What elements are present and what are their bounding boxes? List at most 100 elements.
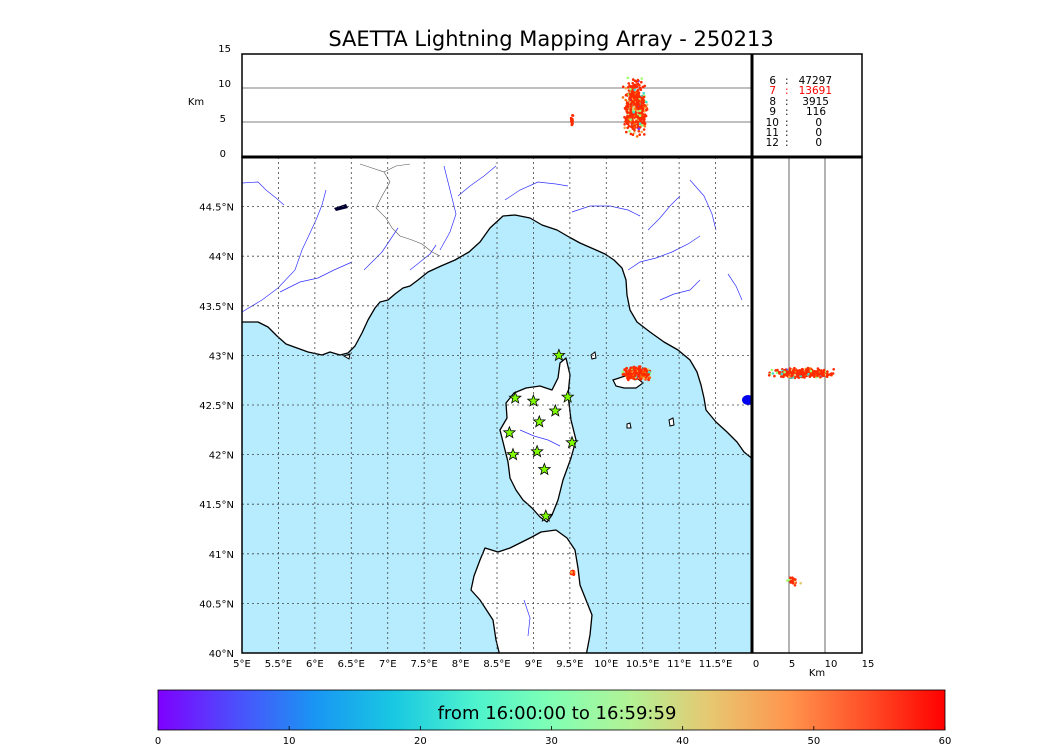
lightning-source	[791, 376, 795, 379]
station-star	[530, 444, 544, 458]
altitude-ylabel: Km	[188, 97, 204, 108]
lightning-source	[633, 129, 636, 132]
station-star	[502, 425, 517, 439]
map-xtick-label: 8°E	[452, 659, 470, 670]
latitude-xtick-10: 10	[825, 659, 838, 670]
lightning-source	[638, 114, 642, 117]
lightning-source	[635, 102, 639, 105]
colorbar-tick-label: 20	[414, 736, 427, 747]
panel-frames	[241, 53, 863, 654]
lightning-source	[644, 106, 647, 110]
lightning-source	[637, 99, 640, 102]
lightning-source	[635, 135, 639, 138]
map-xtick-label: 10°E	[594, 659, 618, 670]
lightning-source	[782, 373, 786, 377]
colorbar: from 16:00:00 to 16:59:59 0 10 20 30 40 50 60	[155, 689, 951, 747]
count-row-stations: 7	[769, 85, 776, 97]
lightning-source	[634, 117, 638, 121]
lightning-source	[642, 95, 646, 99]
count-row-value: 0	[815, 127, 822, 139]
lightning-source	[628, 375, 632, 379]
lightning-source	[637, 95, 641, 98]
lightning-source	[822, 368, 826, 372]
lightning-source	[634, 85, 637, 89]
lightning-source	[632, 105, 636, 109]
colorbar-label: from 16:00:00 to 16:59:59	[438, 703, 677, 724]
lightning-source	[806, 366, 810, 370]
lightning-source	[638, 133, 641, 136]
lightning-source	[623, 368, 627, 372]
lightning-source	[638, 370, 641, 374]
colorbar-tick-label: 10	[283, 736, 296, 747]
lightning-source	[636, 82, 640, 86]
lightning-source	[630, 102, 633, 105]
lightning-source	[637, 367, 640, 371]
lightning-source	[792, 369, 795, 372]
map-xtick-label: 9°E	[525, 659, 543, 670]
lightning-source	[621, 85, 625, 89]
lightning-source	[625, 366, 629, 370]
river	[627, 235, 701, 271]
station-star	[565, 435, 579, 449]
map-ytick-label: 41.5°N	[199, 500, 234, 511]
lightning-source	[633, 131, 636, 135]
lightning-source	[808, 367, 812, 370]
count-row-colon: :	[785, 96, 789, 108]
lightning-source	[634, 112, 637, 116]
count-row-stations: 12	[766, 137, 779, 149]
station-star	[560, 389, 575, 403]
map-ytick-label: 40.5°N	[199, 599, 234, 610]
lightning-source	[640, 130, 643, 134]
lightning-source	[789, 576, 792, 580]
lightning-source	[799, 373, 803, 376]
lightning-source	[633, 374, 637, 378]
count-row: 8 : 3915	[769, 96, 829, 108]
river	[242, 189, 327, 313]
borders	[359, 163, 441, 257]
river	[689, 179, 717, 231]
lightning-source	[775, 371, 779, 375]
lightning-source	[786, 579, 789, 582]
lightning-source	[799, 581, 802, 585]
lightning-source	[628, 368, 632, 372]
lightning-source	[642, 100, 645, 104]
river	[659, 279, 701, 301]
map-xtick-label: 7°E	[379, 659, 397, 670]
lightning-source	[638, 117, 641, 121]
count-row-stations: 9	[769, 106, 776, 118]
colorbar-ticks: 0 10 20 30 40 50 60	[155, 726, 951, 747]
map-panel: 5°E 5.5°E 6°E 6.5°E 7°E 7.5°E 8°E 8.5°E 9°E 9.5°E…	[199, 157, 752, 670]
rivers	[242, 165, 743, 637]
lightning-source	[621, 373, 625, 376]
lightning-source	[783, 370, 786, 374]
lightning-source	[623, 123, 626, 126]
lightning-source	[638, 122, 642, 125]
colorbar-tick-label: 40	[676, 736, 689, 747]
lightning-source	[826, 370, 829, 373]
lightning-source	[780, 372, 784, 376]
altitude-ytick-15: 15	[218, 44, 231, 55]
map-grid	[242, 157, 752, 653]
lightning-source	[624, 98, 627, 102]
lightning-source	[632, 120, 635, 124]
latitude-xtick-5: 5	[789, 659, 795, 670]
lightning-source	[642, 372, 646, 376]
lightning-source	[637, 127, 641, 130]
count-row-stations: 6	[769, 75, 776, 87]
river	[519, 429, 561, 447]
count-row: 10 : 0	[766, 117, 822, 129]
lightning-source	[624, 86, 628, 90]
lightning-source	[770, 368, 774, 372]
count-row-colon: :	[785, 127, 789, 139]
map-ytick-label: 41°N	[209, 550, 234, 561]
lightning-source	[625, 130, 628, 134]
lightning-source	[637, 91, 641, 94]
lightning-source	[636, 123, 640, 126]
lightning-source	[635, 80, 638, 83]
count-row: 11 : 0	[766, 127, 822, 139]
river	[457, 165, 497, 197]
lightning-source	[788, 367, 792, 370]
lightning-source	[631, 78, 635, 81]
lightning-source	[773, 374, 776, 378]
lightning-source	[793, 373, 797, 377]
